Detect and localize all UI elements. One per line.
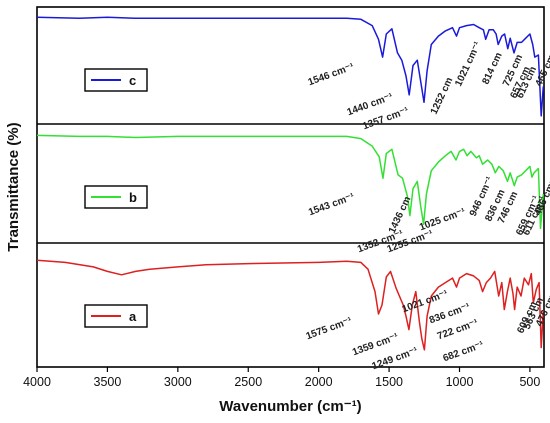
x-axis-title: Wavenumber (cm⁻¹) [219,398,361,415]
peak-annotation: 486 cm⁻¹ [533,173,550,217]
y-axis-title: Transmittance (%) [5,122,22,251]
legend-a: a [84,304,148,328]
legend-label: c [129,73,136,88]
legend-c: c [84,68,148,92]
x-tick-label: 2000 [305,375,333,389]
peak-annotation: 1252 cm [429,76,456,117]
peak-annotation: 1543 cm⁻¹ [307,191,357,218]
x-tick-label: 3500 [94,375,122,389]
peak-annotation: 1575 cm⁻¹ [305,315,355,342]
legend-b: b [84,185,148,209]
series-line-b [36,134,545,230]
legend-label: b [129,190,137,205]
plot-frame [36,6,545,368]
x-tick-label: 1500 [375,375,403,389]
peak-annotation: 1021 cm⁻¹ [453,39,484,88]
peak-annotation: 682 cm⁻¹ [442,339,486,364]
series-line-a [36,259,545,351]
peak-annotation: 1546 cm⁻¹ [307,61,357,88]
x-tick-label: 4000 [23,375,51,389]
series-line-c [36,16,545,117]
x-tick-label: 2500 [234,375,262,389]
legend-label: a [129,309,137,324]
x-tick-label: 500 [519,375,540,389]
x-tick-label: 1000 [446,375,474,389]
x-tick-label: 3000 [164,375,192,389]
